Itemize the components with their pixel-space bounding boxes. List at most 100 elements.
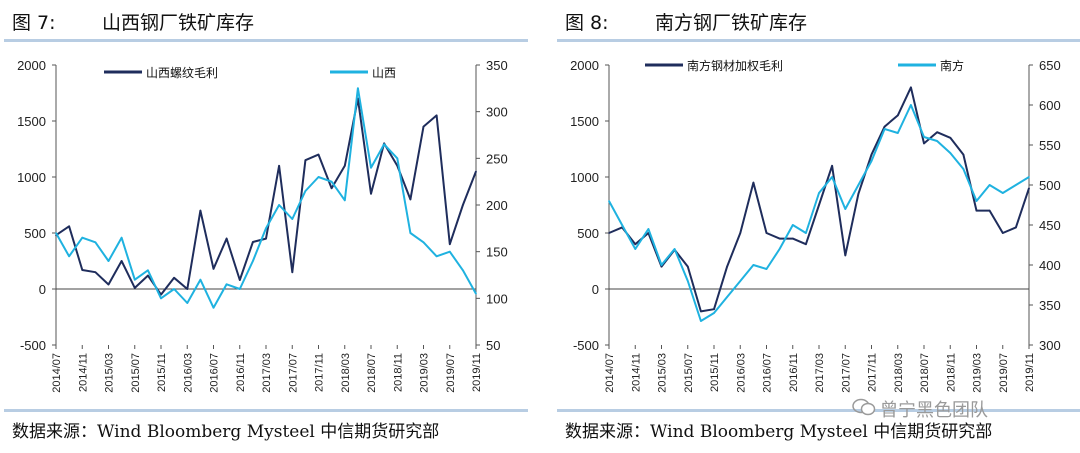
y-right-tick-label: 100 [486, 291, 508, 306]
data-point [949, 152, 952, 154]
x-tick-label: 2016/03 [182, 353, 194, 393]
source-note: 数据来源：Wind Bloomberg Mysteel 中信期货研究部 [565, 422, 993, 442]
x-tick-label: 2019/11 [1024, 353, 1036, 392]
data-point [726, 265, 728, 268]
x-tick-label: 2019/07 [445, 353, 457, 393]
x-tick-label: 2015/07 [130, 353, 142, 393]
y-right-tick-label: 150 [486, 245, 508, 260]
data-point [383, 143, 385, 146]
x-tick-label: 2019/03 [419, 353, 431, 393]
figure-title: 图 8: 南方钢厂铁矿库存 [565, 8, 807, 35]
wechat-icon [852, 398, 876, 416]
figure-title-text: 山西钢厂铁矿库存 [102, 12, 255, 34]
x-tick-label: 2017/11 [867, 353, 879, 392]
data-point [818, 204, 820, 206]
data-point [225, 283, 228, 286]
data-point [752, 264, 755, 266]
data-point [923, 142, 925, 145]
x-tick-label: 2015/11 [709, 353, 721, 392]
data-point [94, 241, 97, 244]
y-right-tick-label: 400 [1039, 258, 1061, 273]
data-point [962, 168, 965, 170]
data-point [700, 310, 702, 313]
data-point [81, 269, 84, 271]
data-point [409, 232, 412, 234]
data-point [752, 181, 755, 184]
data-point [988, 209, 991, 212]
data-point [107, 283, 110, 286]
data-point [778, 237, 781, 240]
x-tick-label: 2015/03 [657, 353, 669, 393]
data-point [608, 232, 610, 234]
data-point [396, 157, 399, 160]
figure-title-text: 南方钢厂铁矿库存 [655, 12, 808, 34]
data-point [765, 268, 768, 270]
data-point [278, 204, 280, 206]
x-tick-label: 2019/07 [998, 353, 1010, 393]
y-right-tick-label: 300 [1039, 338, 1061, 353]
x-tick-label: 2018/11 [945, 353, 957, 392]
data-point [1002, 232, 1004, 234]
x-tick-label: 2015/11 [156, 353, 168, 392]
data-point [949, 137, 952, 139]
x-tick-label: 2019/11 [471, 353, 483, 392]
x-tick-label: 2016/07 [209, 353, 221, 393]
y-left-tick-label: 1000 [17, 170, 46, 185]
y-left-tick-label: -500 [573, 338, 599, 353]
data-point [147, 274, 149, 277]
data-point [805, 232, 807, 234]
data-point [173, 277, 175, 279]
data-point [291, 271, 294, 274]
x-tick-label: 2017/07 [287, 353, 299, 393]
data-point [687, 265, 689, 268]
data-point [199, 278, 202, 281]
data-point [1028, 176, 1030, 178]
data-point [739, 232, 742, 234]
data-point [621, 224, 623, 226]
x-tick-label: 2017/11 [314, 353, 326, 392]
data-point [870, 160, 873, 162]
data-point [370, 193, 372, 195]
data-point [160, 293, 162, 296]
data-point [857, 184, 860, 186]
watermark: 曾宁黑色团队 [880, 400, 988, 421]
data-point [475, 170, 477, 173]
chart-fig8: 2000 1500 1000 500 0 -500 650 600 550 500 450 400 35… [570, 58, 1061, 393]
data-point [212, 268, 215, 270]
x-tick-label: 2016/11 [788, 353, 800, 392]
y-left-tick-label: 500 [24, 226, 46, 241]
data-point [910, 86, 912, 89]
data-point [435, 255, 438, 258]
data-point [147, 269, 149, 272]
data-point [225, 237, 228, 240]
x-tick-label: 2017/07 [840, 353, 852, 393]
data-point [55, 232, 57, 234]
y-left-tick-label: 500 [577, 226, 599, 241]
data-point [988, 184, 991, 186]
chart-panel-fig8: 图 8: 南方钢厂铁矿库存 2000 1500 1000 500 0 -500 650 600 5… [553, 0, 1080, 453]
y-left-tick-label: 1500 [17, 114, 46, 129]
x-tick-label: 2015/07 [683, 353, 695, 393]
data-point [831, 165, 833, 167]
data-point [68, 225, 70, 228]
data-point [344, 165, 346, 167]
data-point [700, 320, 702, 322]
data-point [120, 236, 123, 239]
data-point [422, 125, 425, 128]
x-tick-label: 2018/03 [893, 353, 905, 393]
y-right-tick-label: 300 [486, 105, 508, 120]
title-rule [557, 39, 1080, 42]
data-point [173, 288, 175, 290]
x-tick-label: 2017/03 [261, 353, 273, 393]
figure-title: 图 7: 山西钢厂铁矿库存 [12, 8, 254, 35]
data-point [317, 153, 320, 156]
data-point [805, 243, 807, 245]
source-note: 数据来源：Wind Bloomberg Mysteel 中信期货研究部 [12, 422, 440, 442]
data-point [910, 104, 912, 106]
data-point [870, 153, 873, 156]
data-point [160, 297, 162, 300]
y-right-tick-label: 250 [486, 151, 508, 166]
data-point [317, 176, 320, 178]
x-tick-label: 2016/03 [735, 353, 747, 393]
data-point [608, 200, 610, 202]
